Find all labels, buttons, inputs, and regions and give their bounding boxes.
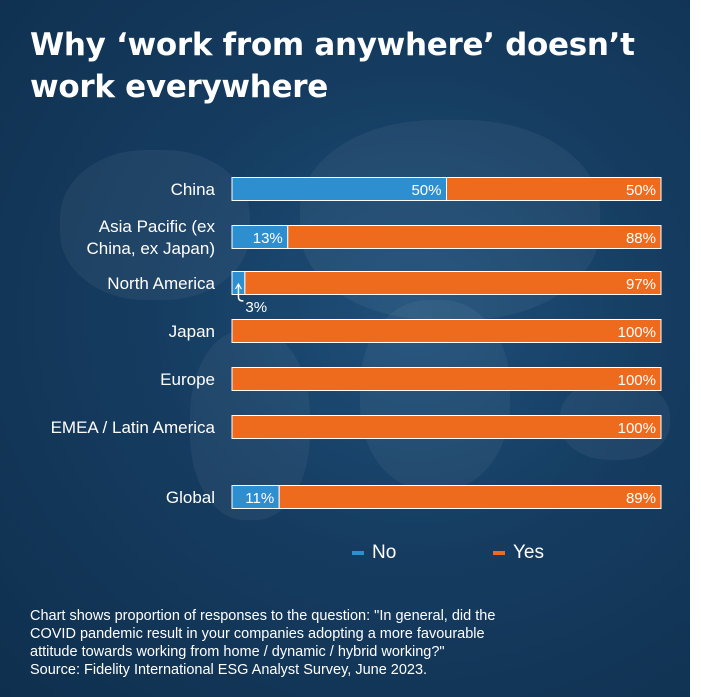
data-label-yes: 88%	[626, 230, 656, 247]
data-label-yes: 100%	[618, 324, 656, 341]
stacked-bar-chart: China 50% 50% Asia Pacific (ex China, ex Jap…	[51, 177, 662, 509]
legend-swatch-no	[352, 551, 364, 555]
data-label-yes: 100%	[618, 420, 656, 437]
data-label-yes: 100%	[618, 372, 656, 389]
category-label-line: Europe	[160, 370, 215, 389]
chart-title: Why ‘work from anywhere’ doesn’t work ev…	[30, 27, 635, 105]
bar-yes	[231, 415, 662, 439]
data-label-no: 11%	[245, 490, 274, 507]
category-label: Global	[166, 488, 215, 507]
data-label-yes: 97%	[626, 276, 656, 293]
data-label-no: 50%	[411, 182, 441, 199]
bar-yes	[231, 367, 662, 391]
callout-arrow	[234, 282, 242, 290]
bar-yes	[287, 225, 662, 249]
legend-label-yes: Yes	[513, 542, 544, 563]
bar-yes	[446, 177, 662, 201]
category-label: Japan	[169, 322, 215, 341]
data-label-no: 3%	[245, 299, 267, 316]
legend-swatch-yes	[493, 551, 505, 555]
category-label: Asia Pacific (ex China, ex Japan)	[86, 217, 215, 258]
category-label-line: Japan	[169, 322, 215, 341]
footnote-line: Source: Fidelity International ESG Analy…	[30, 662, 428, 678]
bar-yes	[278, 485, 662, 509]
legend-item-yes: Yes	[493, 542, 544, 564]
category-label-line: China	[171, 180, 216, 199]
footnote-line: COVID pandemic result in your companies …	[30, 626, 485, 642]
category-label: China	[171, 180, 216, 199]
category-label-line: Global	[166, 488, 215, 507]
callout-curve	[237, 296, 244, 302]
category-label-line: North America	[107, 274, 215, 293]
data-label-yes: 50%	[626, 182, 656, 199]
footnote: Chart shows proportion of responses to t…	[30, 607, 670, 679]
category-label-line: EMEA / Latin America	[51, 418, 216, 437]
bar-yes	[244, 271, 662, 295]
category-label: Europe	[160, 370, 215, 389]
legend-label-no: No	[372, 542, 397, 563]
bar-yes	[231, 319, 662, 343]
category-label-line: Asia Pacific (ex	[99, 217, 216, 236]
category-label: EMEA / Latin America	[51, 418, 216, 437]
world-map-background	[60, 150, 250, 300]
footnote-line: Chart shows proportion of responses to t…	[30, 608, 496, 624]
data-label-no: 13%	[253, 230, 283, 247]
footnote-line: attitude towards working from home / dyn…	[30, 644, 445, 660]
category-label: North America	[107, 274, 215, 293]
legend-item-no: No	[352, 542, 396, 564]
data-label-yes: 89%	[626, 490, 656, 507]
category-label-line: China, ex Japan)	[86, 239, 215, 258]
